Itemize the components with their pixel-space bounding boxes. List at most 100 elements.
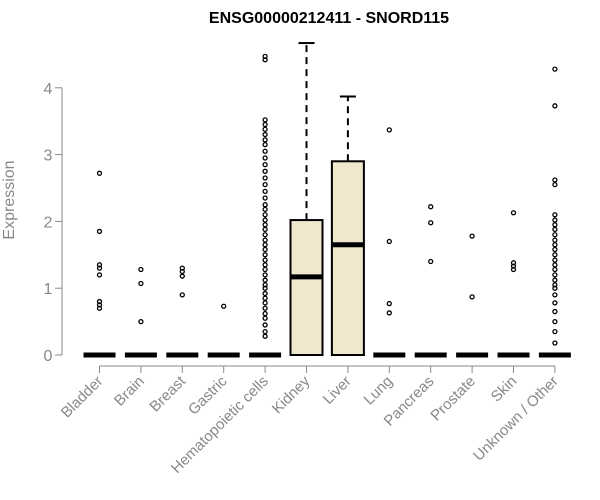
outlier-point — [262, 168, 268, 174]
box-group — [497, 210, 530, 358]
y-axis: 0 1 2 3 4 — [44, 81, 63, 365]
outlier-point — [262, 226, 268, 233]
outlier-point — [552, 328, 558, 335]
outlier-point — [552, 300, 558, 306]
outlier-point — [262, 252, 268, 258]
outlier-point — [262, 237, 268, 243]
outlier-point — [138, 266, 144, 273]
outlier-point — [552, 262, 558, 268]
outlier-point — [262, 141, 268, 148]
outlier-point — [262, 195, 268, 201]
y-tick-label: 2 — [44, 214, 53, 231]
x-tick-label: Lung — [361, 373, 397, 409]
outlier-point — [262, 175, 268, 181]
outlier-point — [510, 260, 517, 266]
outlier-point — [469, 294, 475, 300]
outlier-point — [552, 292, 558, 298]
x-tick-label: Prostate — [427, 373, 479, 425]
box-body — [330, 160, 365, 356]
outlier-point — [262, 155, 268, 161]
box-body — [289, 219, 324, 356]
y-tick-label: 1 — [44, 281, 53, 298]
y-tick-label: 3 — [44, 148, 53, 165]
outlier-point — [510, 263, 517, 269]
box-group — [124, 266, 157, 358]
box-group — [166, 265, 199, 358]
outlier-point — [179, 292, 185, 298]
outlier-point — [138, 318, 144, 325]
outlier-point — [552, 177, 558, 183]
box-group — [456, 233, 489, 358]
outlier-point — [96, 170, 103, 176]
outlier-point — [262, 57, 268, 63]
outlier-point — [262, 131, 268, 138]
outlier-point — [262, 257, 268, 263]
outlier-point — [552, 103, 558, 109]
outlier-point — [262, 300, 268, 306]
outlier-point — [262, 202, 268, 208]
outlier-point — [552, 242, 558, 248]
outlier-point — [552, 226, 558, 233]
outlier-point — [386, 238, 392, 245]
outlier-point — [552, 66, 558, 72]
outlier-point — [262, 212, 268, 218]
outlier-point — [262, 121, 268, 128]
outlier-point — [262, 266, 268, 273]
outlier-point — [262, 232, 268, 238]
outlier-point — [96, 302, 103, 308]
outlier-point — [262, 310, 268, 317]
box-group — [538, 66, 571, 358]
box-group — [289, 42, 324, 356]
outlier-point — [96, 228, 103, 235]
outlier-point — [428, 204, 434, 210]
outlier-point — [262, 246, 268, 253]
box-group — [330, 95, 365, 356]
outlier-point — [262, 315, 268, 321]
outlier-point — [262, 126, 268, 132]
outlier-point — [552, 272, 558, 278]
chart-title: ENSG00000212411 - SNORD115 — [209, 10, 449, 27]
box-group — [414, 204, 447, 358]
outlier-point — [552, 246, 558, 253]
box-group — [83, 170, 116, 358]
outlier-point — [262, 137, 268, 143]
outlier-point — [262, 206, 268, 213]
box-series — [83, 42, 571, 358]
x-tick-label: Skin — [488, 373, 521, 406]
outlier-point — [262, 295, 268, 301]
outlier-point — [262, 161, 268, 168]
outlier-point — [262, 262, 268, 268]
outlier-point — [552, 217, 558, 223]
outlier-point — [552, 340, 558, 346]
outlier-point — [262, 222, 268, 228]
outlier-point — [262, 117, 268, 123]
outlier-point — [262, 148, 268, 154]
outlier-point — [262, 182, 268, 188]
outlier-point — [96, 272, 103, 278]
y-tick-label: 0 — [44, 348, 53, 365]
outlier-point — [552, 232, 558, 238]
outlier-point — [552, 308, 558, 315]
outlier-point — [552, 318, 558, 325]
outlier-point — [262, 305, 268, 311]
outlier-point — [552, 212, 558, 218]
outlier-point — [262, 333, 268, 339]
outlier-point — [262, 272, 268, 278]
x-tick-label: Brain — [111, 373, 148, 410]
outlier-point — [262, 328, 268, 335]
outlier-point — [179, 265, 185, 271]
outlier-point — [96, 298, 103, 305]
outlier-point — [428, 220, 434, 226]
outlier-point — [428, 258, 434, 265]
outlier-point — [262, 290, 268, 297]
y-tick-label: 4 — [44, 81, 53, 98]
outlier-point — [386, 300, 392, 307]
outlier-point — [179, 273, 185, 279]
outlier-point — [386, 127, 392, 133]
box-group — [207, 303, 240, 358]
outlier-point — [552, 282, 558, 288]
outlier-point — [510, 210, 517, 216]
outlier-point — [138, 280, 144, 287]
